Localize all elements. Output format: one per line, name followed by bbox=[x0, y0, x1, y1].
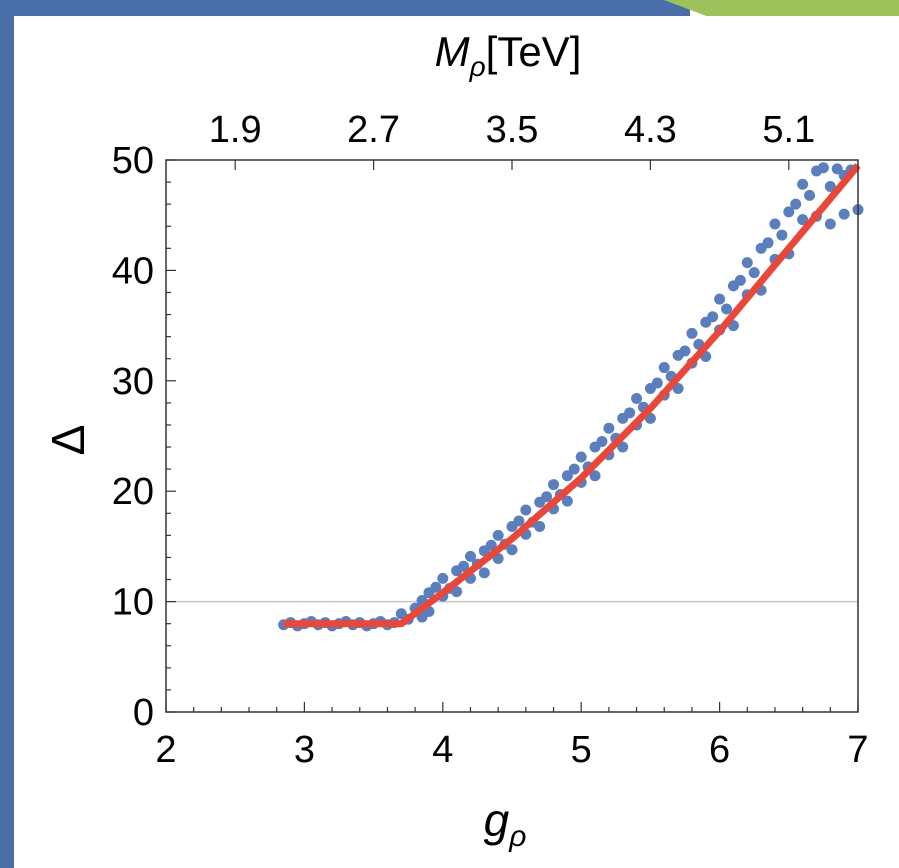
y-tick-label: 50 bbox=[112, 140, 154, 182]
scatter-point bbox=[575, 451, 587, 463]
scatter-point bbox=[762, 237, 774, 249]
scatter-point bbox=[734, 274, 746, 286]
top-axis-title: Mρ[TeV] bbox=[435, 28, 582, 82]
scatter-point bbox=[721, 303, 733, 315]
scatter-point bbox=[485, 539, 497, 551]
top-tick-label: 1.9 bbox=[209, 109, 262, 151]
x-tick-label: 7 bbox=[847, 729, 868, 771]
top-tick-label: 2.7 bbox=[347, 109, 400, 151]
scatter-point bbox=[561, 470, 573, 482]
scatter-point bbox=[776, 229, 788, 241]
y-tick-label: 30 bbox=[112, 361, 154, 403]
scatter-point bbox=[824, 180, 836, 192]
x-axis-title: gρ bbox=[484, 794, 527, 853]
scatter-point bbox=[838, 208, 850, 220]
scatter-point bbox=[797, 214, 809, 226]
scatter-point bbox=[658, 362, 670, 374]
y-tick-label: 0 bbox=[133, 692, 154, 734]
scatter-points-group bbox=[278, 162, 864, 632]
scatter-point bbox=[520, 504, 532, 516]
scatter-point bbox=[783, 206, 795, 218]
x-tick-label: 2 bbox=[155, 729, 176, 771]
scatter-point bbox=[603, 422, 615, 434]
x-tick-label: 4 bbox=[432, 729, 453, 771]
axis-ticks-group bbox=[165, 159, 859, 713]
scatter-point bbox=[831, 163, 843, 175]
x-tick-label: 3 bbox=[294, 729, 315, 771]
scatter-point bbox=[513, 515, 525, 527]
scatter-point bbox=[506, 544, 518, 556]
scatter-point bbox=[804, 189, 816, 201]
scatter-point bbox=[624, 407, 636, 419]
top-tick-label: 3.5 bbox=[486, 109, 539, 151]
top-tick-label: 5.1 bbox=[762, 109, 815, 151]
slide-frame-accent-bar bbox=[664, 0, 899, 16]
y-tick-label: 20 bbox=[112, 471, 154, 513]
y-axis-title: Δ bbox=[42, 425, 94, 456]
scatter-point bbox=[748, 267, 760, 279]
scatter-point bbox=[561, 495, 573, 507]
scatter-point bbox=[451, 586, 463, 598]
scatter-point bbox=[589, 470, 601, 482]
scatter-point bbox=[679, 345, 691, 357]
scatter-point bbox=[824, 218, 836, 230]
scatter-point bbox=[651, 377, 663, 389]
fit-curve bbox=[283, 163, 861, 628]
top-tick-label: 4.3 bbox=[624, 109, 677, 151]
scatter-point bbox=[631, 392, 643, 404]
scatter-point bbox=[534, 521, 546, 533]
slide-frame-left-bar bbox=[0, 0, 14, 868]
scatter-point bbox=[430, 581, 442, 593]
scatter-point bbox=[797, 178, 809, 190]
scatter-point bbox=[790, 198, 802, 210]
scatter-point bbox=[464, 550, 476, 562]
scatter-point bbox=[741, 257, 753, 269]
tick-labels-group: 2 3 4 5 6 7 0 10 20 30 40 50 1.9 2.7 3.5 4.3 5.1 bbox=[112, 109, 869, 771]
scatter-point bbox=[478, 567, 490, 579]
y-tick-label: 40 bbox=[112, 250, 154, 292]
scatter-point bbox=[707, 311, 719, 323]
scatter-point bbox=[437, 572, 449, 584]
scatter-point bbox=[548, 479, 560, 491]
scatter-point bbox=[458, 560, 470, 572]
scatter-point bbox=[769, 218, 781, 230]
scatter-point bbox=[596, 436, 608, 448]
y-tick-label: 10 bbox=[112, 582, 154, 624]
scatter-point bbox=[541, 491, 553, 503]
scatter-point bbox=[617, 441, 629, 453]
scatter-point bbox=[568, 463, 580, 475]
plot-frame bbox=[165, 159, 859, 713]
x-tick-label: 6 bbox=[709, 729, 730, 771]
scatter-point bbox=[714, 293, 726, 305]
scatter-point bbox=[817, 162, 829, 174]
slide-frame-top-bar bbox=[0, 0, 690, 16]
scatter-point bbox=[492, 529, 504, 541]
x-tick-label: 5 bbox=[571, 729, 592, 771]
scatter-point bbox=[686, 327, 698, 339]
